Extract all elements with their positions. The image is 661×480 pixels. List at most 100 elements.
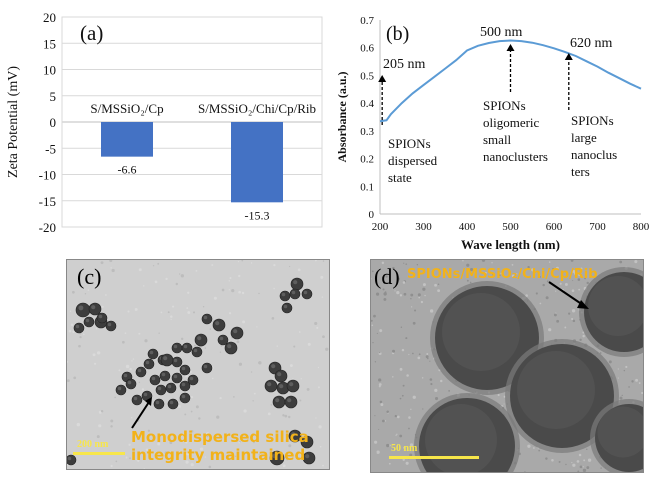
grain [571,461,573,464]
particle-highlight [289,382,294,387]
grain [491,262,493,264]
grain [185,460,189,464]
grain [546,280,549,283]
silica-particle [160,353,174,367]
grain [582,468,587,472]
grain [586,281,589,285]
grain [243,409,247,413]
grain [242,320,246,324]
grain [396,433,398,435]
grain [322,335,325,339]
y-tick-label: -5 [45,141,56,156]
grain [558,460,561,463]
grain [388,444,391,447]
grain [418,296,421,299]
grain [392,376,394,378]
grain [434,396,439,401]
grain [408,427,410,430]
grain [158,332,160,334]
grain [298,331,301,333]
grain [548,328,552,332]
grain [190,410,193,413]
particle-highlight [133,396,138,401]
y-axis-label: Zeta Potential (mV) [6,66,21,178]
grain [141,388,145,391]
grain [437,283,440,286]
particle-highlight [275,398,280,403]
grain [314,260,317,262]
grain [617,368,619,370]
grain [378,378,382,382]
y-tick-label: 5 [50,89,57,104]
grain [599,352,602,354]
grain [388,462,391,465]
x-axis-label: Wave length (nm) [461,237,560,252]
grain [420,300,424,304]
grain [405,263,408,265]
grain [531,268,535,272]
silica-particle [83,316,95,328]
grain [204,347,207,349]
grain [555,266,559,270]
grain [68,329,72,333]
grain [422,287,426,291]
grain [555,312,557,314]
grain [429,309,434,313]
particle-highlight [233,329,238,334]
x-tick-label: 700 [589,221,606,233]
annotation-large-clusters: SPIONs [571,113,614,128]
annotation-large-clusters: nanoclus [571,147,617,162]
annotation-dispersed: dispersed [388,153,438,168]
annotation-dispersed: SPIONs [388,136,431,151]
grain [503,403,505,405]
grain [92,353,96,357]
grain [306,387,310,391]
silica-particle [159,370,171,382]
grain [124,332,127,335]
particle-highlight [215,321,220,326]
grain [136,459,138,461]
grain [469,268,474,272]
grain [396,415,400,419]
silica-particle [153,398,165,410]
grain [178,451,181,454]
grain [555,290,557,292]
category-label: S/MSSiO₂/Cp [90,101,163,116]
grain [320,275,324,279]
y-axis-label: Absorbance (a.u.) [335,71,349,162]
grain [379,329,383,333]
grain [430,382,433,386]
grain [421,377,424,379]
grain [157,262,160,265]
grain [403,447,405,449]
data-label: -6.6 [118,163,137,177]
grain [448,269,451,272]
zeta-potential-chart: 20 15 10 5 0 -5 -10 -15 -20 Zeta Potential (mV) (a… [6,10,323,235]
annotation-small-clusters: oligomeric [483,115,540,130]
grain [185,441,188,444]
grain [577,278,581,281]
y-tick-label: 20 [43,10,56,25]
grain [410,297,412,300]
silica-particle [289,288,301,300]
particle-core [597,406,643,458]
grain [131,360,133,362]
grain [542,283,545,287]
grain [118,369,121,372]
grain [238,274,241,278]
particle-highlight [157,386,162,391]
particle-highlight [279,384,284,389]
particle-highlight [67,456,72,461]
silica-particle [179,364,191,376]
grain [292,378,294,380]
grain [538,275,541,279]
grain [378,428,380,430]
y-tick-label: 0.1 [360,181,374,193]
grain [405,337,408,340]
y-tick-label: 10 [43,63,56,78]
grain [578,288,581,291]
grain [410,306,413,308]
grain [380,403,384,407]
bar [231,122,283,203]
grain [582,334,585,338]
